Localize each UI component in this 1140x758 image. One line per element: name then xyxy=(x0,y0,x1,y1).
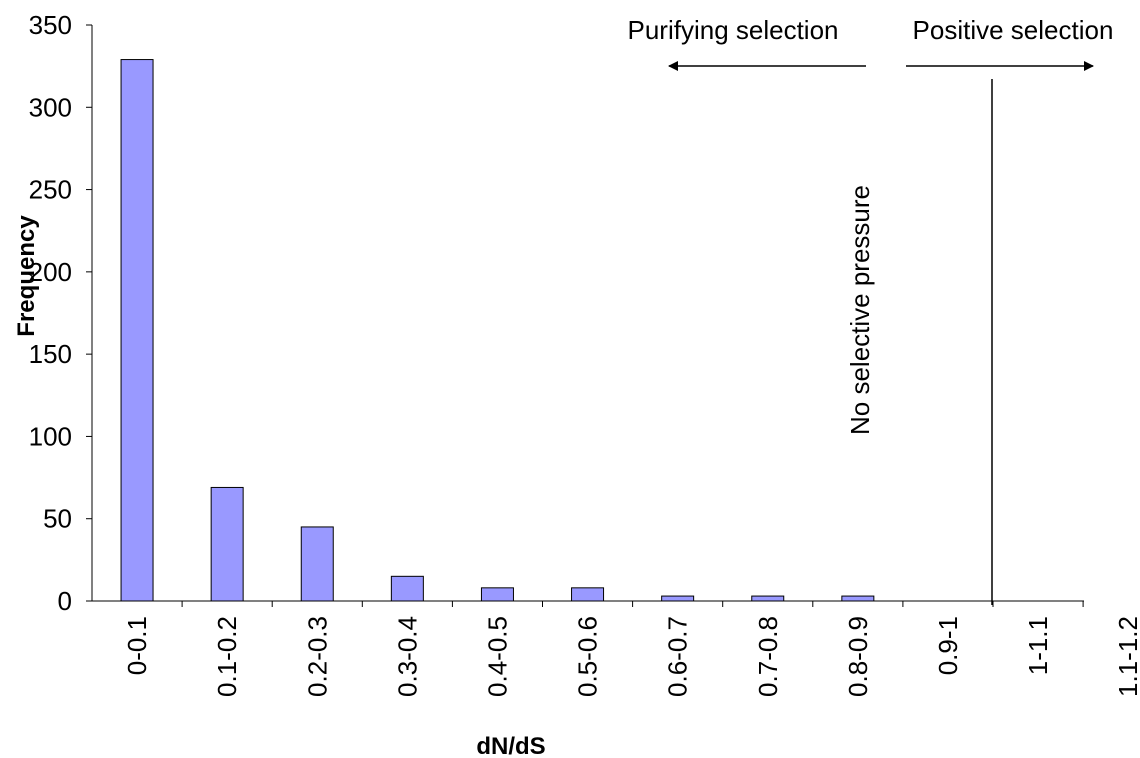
x-tick-label: 0.4-0.5 xyxy=(482,616,512,697)
y-tick-label: 200 xyxy=(29,257,72,287)
x-tick-label: 0.5-0.6 xyxy=(573,616,603,697)
positive-annotation: Positive selection xyxy=(913,15,1114,45)
bars xyxy=(120,59,875,602)
bar-0.8-0.9 xyxy=(841,595,875,602)
y-tick-label: 50 xyxy=(43,504,72,534)
x-tick-label: 1.1-1.2 xyxy=(1113,616,1140,697)
bar-0.2-0.3 xyxy=(300,526,334,602)
bar-0.4-0.5 xyxy=(480,587,514,602)
purifying-annotation: Purifying selection xyxy=(628,15,839,45)
y-tick-label: 0 xyxy=(58,586,72,616)
x-tick-label: 0.8-0.9 xyxy=(843,616,873,697)
y-tick-label: 150 xyxy=(29,339,72,369)
x-tick-label: 0.3-0.4 xyxy=(392,616,422,697)
bar-0.5-0.6 xyxy=(571,587,605,602)
bar-0-0.1 xyxy=(120,59,154,602)
x-tick-label: 0.6-0.7 xyxy=(663,616,693,697)
x-tick-label: 0.2-0.3 xyxy=(302,616,332,697)
y-tick-label: 250 xyxy=(29,175,72,205)
x-tick-label: 1-1.1 xyxy=(1023,616,1053,675)
bar-0.7-0.8 xyxy=(751,595,785,602)
y-tick-label: 350 xyxy=(29,10,72,40)
bar-0.6-0.7 xyxy=(661,595,695,602)
x-tick-label: 0.1-0.2 xyxy=(212,616,242,697)
x-tick-label: 0-0.1 xyxy=(122,616,152,675)
y-tick-label: 100 xyxy=(29,421,72,451)
bar-0.1-0.2 xyxy=(210,486,244,602)
y-axis-title: Frequency xyxy=(13,215,40,337)
x-tick-label: 0.9-1 xyxy=(933,616,963,675)
bar-0.3-0.4 xyxy=(390,575,424,602)
y-tick-label: 300 xyxy=(29,92,72,122)
x-axis-title: dN/dS xyxy=(476,733,545,758)
x-tick-label: 0.7-0.8 xyxy=(753,616,783,697)
neutral-annotation: No selective pressure xyxy=(845,185,875,435)
